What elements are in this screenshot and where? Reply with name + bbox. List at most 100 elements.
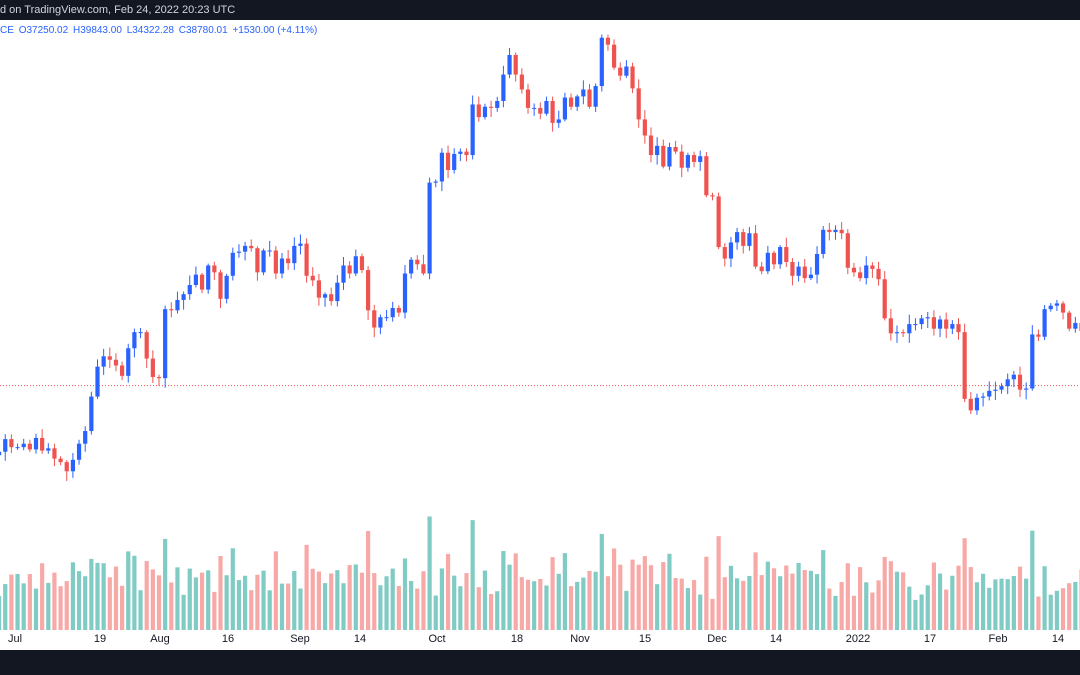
- volume-bar: [827, 588, 832, 630]
- volume-bar: [765, 561, 770, 630]
- volume-bar: [347, 565, 352, 630]
- volume-bar: [21, 583, 26, 630]
- candle-body: [402, 273, 408, 313]
- candle-body: [962, 332, 967, 399]
- volume-bar: [15, 573, 20, 630]
- volume-bar: [372, 573, 377, 630]
- x-tick-label: Aug: [150, 633, 170, 645]
- volume-bar: [120, 585, 125, 630]
- candle-body: [925, 317, 930, 319]
- volume-bar: [335, 570, 340, 630]
- volume-bar: [138, 590, 143, 630]
- volume-bar: [562, 553, 567, 630]
- candle-body: [802, 266, 807, 279]
- candle-body: [150, 358, 155, 377]
- candle-body: [353, 256, 358, 274]
- volume-bar: [1030, 530, 1035, 630]
- volume-bar: [802, 569, 807, 630]
- volume-bar: [556, 573, 561, 630]
- volume-bar: [950, 575, 955, 630]
- volume-bar: [1036, 596, 1041, 630]
- candlestick-chart[interactable]: Jul 19 Aug 16 Sep 14 Oct 18 Nov 15 Dec 14 2022 17 Feb 1…: [0, 20, 1080, 650]
- candle-body: [784, 247, 789, 262]
- candle-body: [833, 229, 838, 233]
- candle-body: [83, 431, 88, 444]
- candle-body: [538, 107, 543, 114]
- volume-bar: [907, 586, 912, 630]
- volume-bar: [390, 568, 395, 630]
- volume-bar: [452, 575, 457, 630]
- volume-bar: [673, 578, 678, 630]
- candle-body: [310, 275, 315, 281]
- candle-body: [33, 437, 39, 450]
- candle-body: [390, 308, 395, 318]
- volume-bar: [1073, 581, 1078, 630]
- volume-bar: [685, 588, 690, 630]
- volume-bar: [40, 563, 45, 630]
- candle-body: [679, 151, 684, 168]
- volume-bar: [568, 586, 574, 630]
- volume-bar: [489, 593, 494, 630]
- volume-bar: [316, 571, 321, 630]
- change-value: +1530.00 (+4.11%): [232, 25, 318, 36]
- volume-bar: [993, 579, 998, 630]
- volume-bar: [624, 590, 629, 630]
- volume-bar: [698, 594, 703, 630]
- volume-bar: [329, 573, 334, 630]
- volume-bar: [821, 550, 826, 630]
- candle-body: [870, 265, 875, 269]
- candle-body: [999, 386, 1004, 390]
- volume-bar: [9, 574, 14, 630]
- x-tick-label: 2022: [846, 633, 870, 645]
- x-tick-label: 14: [1052, 633, 1064, 645]
- volume-bar: [83, 576, 88, 630]
- candle-body: [974, 397, 980, 411]
- volume-bar: [341, 583, 346, 630]
- candle-body: [181, 294, 186, 300]
- candle-body: [138, 332, 143, 334]
- candle-body: [636, 88, 641, 120]
- volume-bar: [445, 553, 451, 630]
- candle-body: [937, 319, 943, 329]
- x-tick-label: Dec: [707, 633, 727, 645]
- volume-bar: [661, 562, 666, 630]
- candle-body: [409, 259, 414, 274]
- volume-bar: [107, 577, 112, 630]
- volume-bar: [230, 548, 235, 630]
- volume-bar: [58, 586, 63, 630]
- candle-body: [427, 182, 432, 274]
- low-value: L34322.28: [126, 25, 174, 36]
- candle-body: [1054, 303, 1059, 306]
- candle-body: [132, 332, 137, 349]
- candle-body: [40, 437, 45, 451]
- candle-body: [101, 356, 106, 367]
- candle-body: [993, 389, 998, 391]
- volume-bar: [532, 581, 537, 630]
- candle-body: [279, 258, 285, 274]
- candle-body: [691, 155, 697, 162]
- candle-body: [52, 448, 57, 459]
- candle-body: [624, 66, 629, 76]
- candle-body: [814, 253, 820, 275]
- candle-body: [415, 259, 420, 265]
- candle-body: [513, 55, 518, 75]
- volume-bar: [1011, 575, 1016, 630]
- candle-body: [618, 67, 623, 76]
- candle-body: [175, 299, 180, 311]
- volume-bar: [544, 585, 549, 630]
- candle-body: [464, 151, 469, 156]
- candle-body: [218, 272, 223, 299]
- volume-bar: [550, 557, 555, 630]
- volume-bar: [249, 590, 254, 630]
- volume-bar: [304, 544, 309, 630]
- x-tick-label: 14: [354, 633, 366, 645]
- volume-bar: [987, 587, 992, 630]
- candle-body: [70, 459, 75, 472]
- candle-body: [907, 324, 912, 334]
- candle-body: [735, 232, 740, 243]
- volume-bar: [981, 573, 986, 630]
- volume-bar: [322, 583, 328, 630]
- volume-bar: [778, 576, 783, 630]
- volume-bar: [298, 588, 303, 630]
- volume-bar: [833, 595, 838, 630]
